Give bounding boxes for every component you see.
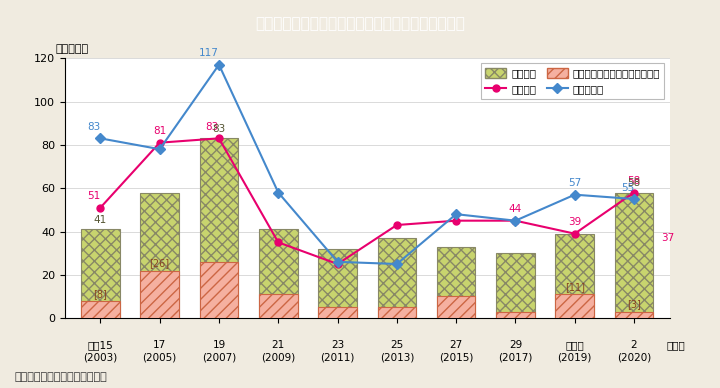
- Text: 51: 51: [87, 191, 100, 201]
- Text: 19: 19: [212, 340, 225, 350]
- Text: 21: 21: [271, 340, 285, 350]
- Text: 平成15: 平成15: [88, 340, 113, 350]
- Text: (2007): (2007): [202, 353, 236, 363]
- Text: [11]: [11]: [564, 282, 585, 292]
- Text: 41: 41: [94, 215, 107, 225]
- Text: 83: 83: [87, 122, 100, 132]
- Text: (2011): (2011): [320, 353, 355, 363]
- Text: (2009): (2009): [261, 353, 295, 363]
- Text: (2020): (2020): [617, 353, 651, 363]
- Text: (2013): (2013): [379, 353, 414, 363]
- Bar: [199, 262, 238, 318]
- Text: [3]: [3]: [627, 300, 641, 310]
- Bar: [259, 294, 297, 318]
- Text: [26]: [26]: [150, 258, 170, 268]
- Bar: [81, 229, 120, 318]
- Text: 83: 83: [212, 124, 225, 134]
- Bar: [318, 249, 357, 318]
- Bar: [555, 234, 594, 318]
- Bar: [555, 294, 594, 318]
- Text: (2015): (2015): [439, 353, 473, 363]
- Text: Ｉ－７－１３図　人身取引事犯の検挙状況等の推移: Ｉ－７－１３図 人身取引事犯の検挙状況等の推移: [255, 16, 465, 31]
- Bar: [496, 312, 535, 318]
- Bar: [318, 307, 357, 318]
- Text: （件，人）: （件，人）: [56, 44, 89, 54]
- Text: (2017): (2017): [498, 353, 533, 363]
- Bar: [140, 192, 179, 318]
- Bar: [437, 247, 475, 318]
- Text: 44: 44: [509, 204, 522, 214]
- Bar: [615, 312, 653, 318]
- Text: 2: 2: [631, 340, 637, 350]
- Text: 83: 83: [206, 122, 219, 132]
- Text: (2003): (2003): [84, 353, 117, 363]
- Bar: [259, 229, 297, 318]
- Text: 81: 81: [153, 126, 166, 136]
- Bar: [437, 296, 475, 318]
- Text: 23: 23: [331, 340, 344, 350]
- Bar: [615, 192, 653, 318]
- Bar: [81, 301, 120, 318]
- Text: 57: 57: [568, 178, 581, 188]
- Text: 58: 58: [627, 176, 641, 186]
- Bar: [199, 139, 238, 318]
- Text: （備考）警察庁資料より作成。: （備考）警察庁資料より作成。: [14, 372, 107, 382]
- Text: 25: 25: [390, 340, 403, 350]
- Bar: [496, 253, 535, 318]
- Bar: [377, 238, 416, 318]
- Text: (2019): (2019): [557, 353, 592, 363]
- Text: (2005): (2005): [143, 353, 177, 363]
- Text: 37: 37: [661, 233, 674, 243]
- Bar: [377, 307, 416, 318]
- Text: 17: 17: [153, 340, 166, 350]
- Text: 27: 27: [449, 340, 463, 350]
- Text: 令和元: 令和元: [565, 340, 584, 350]
- Text: 39: 39: [568, 217, 581, 227]
- Text: （年）: （年）: [667, 340, 685, 350]
- Text: 55: 55: [621, 182, 634, 192]
- Text: [8]: [8]: [94, 289, 107, 299]
- Bar: [140, 270, 179, 318]
- Text: 29: 29: [509, 340, 522, 350]
- Text: 58: 58: [627, 178, 641, 188]
- Legend: 検挙人員, 検挙件数, 検挙人員（うちブローカー数）, 被害者総数: 検挙人員, 検挙件数, 検挙人員（うちブローカー数）, 被害者総数: [481, 63, 665, 99]
- Text: 117: 117: [199, 48, 219, 58]
